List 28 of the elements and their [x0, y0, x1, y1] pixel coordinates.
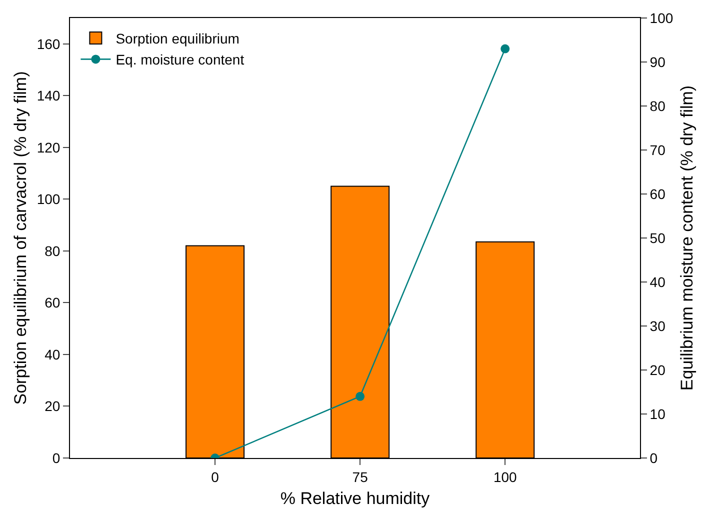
y2-tick-label: 100: [650, 10, 674, 26]
y2-tick-label: 20: [650, 362, 666, 378]
legend-label: Eq. moisture content: [116, 52, 244, 68]
y-tick-label: 60: [44, 294, 60, 311]
y2-tick-label: 30: [650, 318, 666, 334]
x-axis-title: % Relative humidity: [280, 489, 430, 508]
y2-tick-label: 80: [650, 98, 666, 114]
y-tick-label: 0: [52, 450, 60, 466]
y-tick-label: 80: [44, 242, 60, 259]
y-tick-label: 40: [44, 346, 60, 362]
y2-tick-label: 10: [650, 406, 666, 422]
y-tick-label: 140: [36, 88, 60, 104]
y2-tick-label: 0: [650, 450, 658, 466]
y-tick-label: 20: [44, 398, 60, 414]
y2-tick-label: 60: [650, 186, 666, 202]
y-axis-title: Sorption equilibrium of carvacrol (% dry film): [11, 71, 30, 405]
y2-tick-label: 90: [650, 54, 666, 70]
y-tick-label: 160: [36, 36, 60, 52]
y-tick-label: 100: [36, 191, 60, 208]
x-tick-label: 100: [493, 468, 518, 485]
y2-tick-label: 50: [650, 230, 666, 246]
y2-tick-label: 40: [650, 274, 666, 290]
y2-axis-title: Equilibrium moisture content (% dry film): [678, 85, 696, 391]
y2-tick-label: 70: [650, 142, 666, 158]
x-tick-label: 0: [211, 468, 220, 485]
y-tick-label: 120: [36, 139, 60, 156]
x-tick-label: 75: [352, 468, 368, 485]
legend-label: Sorption equilibrium: [116, 30, 240, 46]
